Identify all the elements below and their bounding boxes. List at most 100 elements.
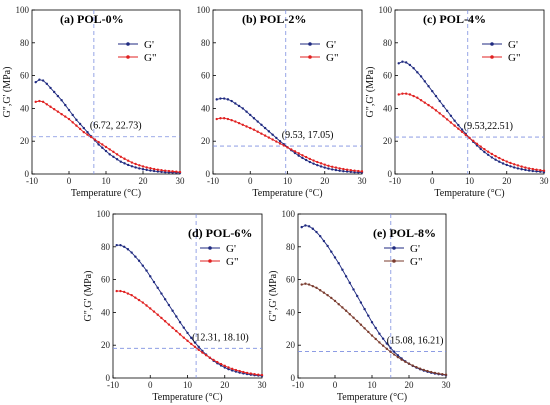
y-tick-label: 40 (286, 307, 296, 317)
data-point (282, 144, 285, 147)
data-point (513, 166, 516, 169)
data-point (430, 370, 433, 374)
data-point (97, 143, 100, 146)
data-point (323, 166, 326, 169)
data-point (156, 168, 159, 171)
y-tick-label: 40 (101, 307, 111, 317)
data-point (126, 292, 130, 295)
data-point (152, 169, 156, 173)
data-point (486, 153, 490, 157)
data-point (322, 239, 326, 243)
data-point (397, 93, 400, 96)
legend-marker (126, 42, 130, 46)
data-point (334, 168, 338, 172)
data-point (433, 371, 437, 375)
data-point (152, 167, 156, 171)
data-point (86, 130, 89, 134)
data-point (115, 243, 118, 247)
data-point (427, 103, 430, 107)
data-point (494, 154, 497, 158)
data-point (126, 248, 130, 251)
data-point (416, 71, 419, 74)
data-point (178, 333, 182, 336)
data-point (330, 250, 333, 253)
data-point (234, 120, 237, 123)
data-point (119, 155, 123, 158)
data-point (531, 167, 535, 171)
data-point (171, 309, 174, 312)
data-point (337, 303, 340, 306)
data-point (267, 130, 271, 133)
data-point (49, 86, 52, 90)
data-point (323, 163, 326, 166)
data-point (431, 106, 434, 109)
legend-label: G" (508, 52, 520, 64)
data-point (356, 319, 359, 323)
data-point (453, 124, 456, 127)
data-point (486, 150, 490, 153)
legend-label: G" (410, 256, 422, 268)
data-point (260, 132, 263, 135)
data-point (141, 165, 145, 168)
data-point (193, 345, 197, 349)
y-tick-label: 0 (106, 373, 111, 383)
data-point (300, 225, 303, 229)
y-tick-label: 40 (20, 103, 30, 113)
data-point (75, 118, 78, 122)
legend-label: G' (326, 39, 336, 51)
x-tick-label: 20 (405, 380, 415, 390)
series-line-g-prime (301, 225, 447, 376)
data-point (445, 109, 449, 113)
data-point (215, 117, 218, 121)
data-point (226, 117, 230, 121)
legend-label: G' (508, 39, 518, 51)
data-point (78, 127, 82, 131)
data-point (344, 275, 348, 278)
data-point (385, 342, 388, 345)
data-point (101, 146, 104, 149)
data-point (130, 293, 133, 297)
y-tick-label: 80 (383, 38, 393, 48)
data-point (304, 224, 307, 227)
data-point (297, 154, 300, 157)
y-tick-label: 100 (379, 5, 393, 15)
data-point (370, 334, 374, 337)
data-point (468, 136, 471, 140)
data-point (293, 150, 297, 153)
data-point (494, 158, 497, 161)
data-point (97, 140, 100, 144)
data-point (416, 96, 419, 99)
data-point (442, 115, 445, 118)
data-point (260, 373, 264, 377)
data-point (145, 168, 148, 172)
legend-marker (490, 42, 494, 46)
data-point (524, 166, 527, 169)
data-point (505, 163, 508, 167)
data-point (278, 142, 282, 145)
data-point (509, 161, 512, 165)
data-point (82, 130, 86, 134)
data-point (513, 163, 516, 166)
data-point (56, 94, 60, 98)
data-point (122, 245, 126, 248)
data-point (167, 303, 171, 307)
data-point (378, 341, 381, 344)
data-point (408, 63, 412, 67)
series-line-g-double-prime (35, 100, 181, 173)
data-point (441, 373, 444, 376)
plot-frame (212, 9, 363, 175)
data-point (112, 155, 115, 158)
y-axis-title: G",G' (MPa) (365, 67, 376, 118)
data-point (219, 117, 222, 120)
data-point (341, 268, 344, 271)
y-tick-label: 60 (201, 71, 211, 81)
data-point (160, 169, 163, 172)
data-point (219, 97, 222, 100)
crossover-label: (12.31, 18.10) (192, 332, 249, 343)
x-tick-label: 20 (502, 176, 512, 186)
crossover-label: (15.08, 16.21) (387, 335, 444, 346)
